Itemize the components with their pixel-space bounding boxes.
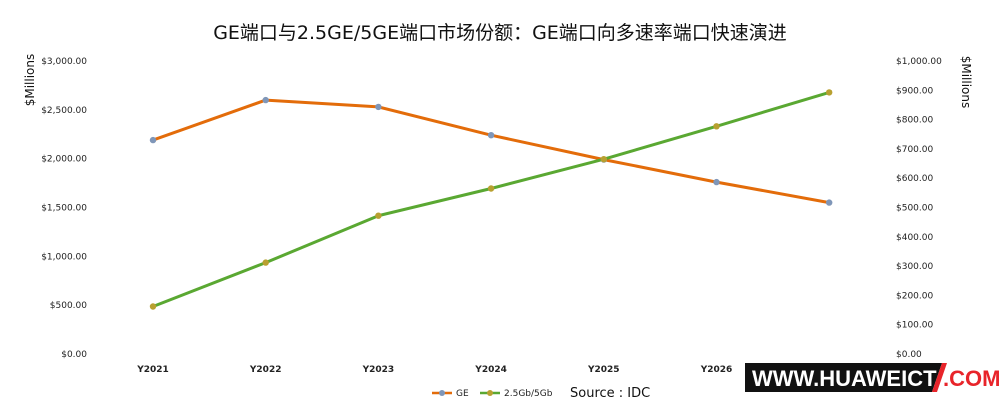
data-point-multigig (375, 212, 382, 219)
source-label: Source : IDC (570, 386, 650, 401)
data-point-ge (713, 178, 720, 186)
right-tick-label: $700.00 (896, 145, 933, 155)
watermark-right-text: .COM (943, 366, 1000, 391)
data-point-multigig (149, 303, 157, 310)
legend-ge-marker (439, 390, 445, 396)
left-axis-ticks: $0.00 $500.00 $1,000.00 $1,500.00 $2,000.00 $… (41, 57, 87, 360)
left-tick-label: $1,000.00 (41, 252, 87, 262)
series-lines (152, 90, 830, 308)
legend-multigig-label: 2.5Gb/5Gb (504, 389, 553, 399)
right-tick-label: $200.00 (896, 291, 933, 301)
left-tick-label: $3,000.00 (41, 57, 87, 67)
right-tick-label: $900.00 (896, 86, 933, 96)
right-tick-label: $1,000.00 (896, 57, 942, 67)
left-tick-label: $2,000.00 (41, 155, 87, 165)
x-tick-label: Y2021 (136, 365, 169, 375)
watermark-slash (932, 363, 947, 392)
watermark-logo: WWW.HUAWEICT .COM (745, 363, 1000, 392)
data-point-ge (375, 103, 382, 111)
data-point-ge (487, 132, 495, 139)
left-tick-label: $0.00 (61, 350, 87, 360)
right-tick-label: $400.00 (896, 233, 933, 243)
x-tick-label: Y2025 (587, 365, 620, 375)
left-tick-label: $1,500.00 (41, 204, 87, 214)
right-tick-label: $500.00 (896, 204, 933, 214)
series-points (149, 89, 833, 310)
watermark-bg (745, 363, 942, 392)
watermark-left-text: WWW.HUAWEICT (752, 366, 937, 391)
series-line-multigig (152, 90, 830, 308)
right-axis-ticks: $0.00 $100.00 $200.00 $300.00 $400.00 $500.00… (896, 57, 942, 360)
data-point-multigig (262, 259, 269, 266)
x-tick-label: Y2026 (700, 365, 733, 375)
data-point-multigig (713, 123, 720, 130)
data-point-ge (262, 96, 269, 104)
x-axis-ticks: Y2021Y2022Y2023Y2024Y2025Y2026Y2027 (136, 365, 845, 375)
legend: GE 2.5Gb/5Gb Source : IDC (432, 386, 650, 401)
right-tick-label: $800.00 (896, 116, 933, 126)
left-axis-title: $Millions (23, 54, 37, 107)
legend-ge-label: GE (456, 389, 469, 399)
x-tick-label: Y2022 (249, 365, 282, 375)
data-point-multigig (826, 89, 833, 96)
right-tick-label: $0.00 (896, 350, 922, 360)
data-point-multigig (600, 156, 607, 163)
right-tick-label: $100.00 (896, 321, 933, 331)
right-tick-label: $600.00 (896, 174, 933, 184)
right-axis-title: $Millions (959, 56, 973, 109)
left-tick-label: $2,500.00 (41, 106, 87, 116)
x-tick-label: Y2024 (474, 365, 507, 375)
left-tick-label: $500.00 (50, 301, 87, 311)
data-point-ge (149, 136, 157, 144)
x-tick-label: Y2023 (362, 365, 395, 375)
data-point-ge (826, 199, 833, 206)
legend-multigig-marker (487, 390, 493, 396)
right-tick-label: $300.00 (896, 262, 933, 272)
chart-title: GE端口与2.5GE/5GE端口市场份额：GE端口向多速率端口快速演进 (213, 22, 787, 44)
data-point-multigig (487, 185, 495, 192)
